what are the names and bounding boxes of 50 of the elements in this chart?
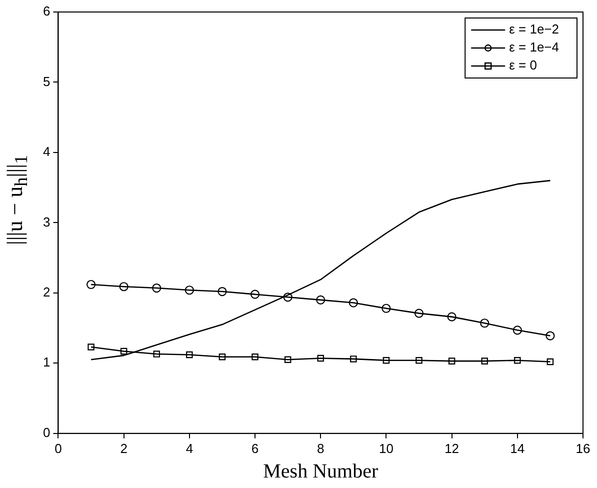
point xyxy=(153,350,160,358)
y-tick-label: 4 xyxy=(42,144,50,160)
x-tick-label: 8 xyxy=(317,440,324,456)
point xyxy=(152,283,162,293)
x-tick-label: 0 xyxy=(54,440,62,456)
point xyxy=(414,308,424,318)
point xyxy=(218,286,227,296)
point xyxy=(447,312,456,322)
point xyxy=(348,298,358,308)
y-tick-label: 2 xyxy=(42,284,50,300)
y-tick-label: 5 xyxy=(42,74,50,89)
point xyxy=(350,356,357,362)
point xyxy=(316,295,326,305)
point xyxy=(218,353,226,360)
point xyxy=(250,290,260,299)
x-axis-title: Mesh Number xyxy=(263,460,378,482)
point xyxy=(252,353,258,360)
x-tick-label: 14 xyxy=(510,440,525,456)
point xyxy=(184,286,194,295)
y-tick-label: 3 xyxy=(42,214,50,230)
legend-label: ε = 1e−4 xyxy=(509,40,560,55)
point xyxy=(448,358,456,364)
point xyxy=(284,356,292,364)
point xyxy=(283,292,292,302)
point xyxy=(86,280,96,290)
point xyxy=(382,356,390,364)
x-tick-label: 16 xyxy=(576,440,590,456)
legend-label: ε = 0 xyxy=(509,58,537,73)
point xyxy=(88,344,94,350)
legend-label: ε = 1e−2 xyxy=(509,22,560,37)
y-tick-label: 6 xyxy=(42,4,50,19)
point xyxy=(546,358,554,366)
point xyxy=(120,348,128,355)
x-tick-label: 4 xyxy=(186,440,194,456)
point xyxy=(186,351,193,358)
y-tick-label: 0 xyxy=(42,424,50,440)
point xyxy=(480,318,490,328)
point xyxy=(317,354,324,362)
x-tick-label: 6 xyxy=(251,440,259,456)
point xyxy=(481,358,488,364)
point xyxy=(119,282,128,292)
x-tick-label: 2 xyxy=(120,440,128,456)
point xyxy=(416,356,422,364)
point xyxy=(512,326,522,335)
point xyxy=(382,304,391,313)
x-tick-label: 10 xyxy=(378,440,394,456)
y-tick-label: 1 xyxy=(42,354,50,370)
point xyxy=(514,356,521,364)
point xyxy=(546,331,555,340)
x-tick-label: 12 xyxy=(444,440,460,456)
